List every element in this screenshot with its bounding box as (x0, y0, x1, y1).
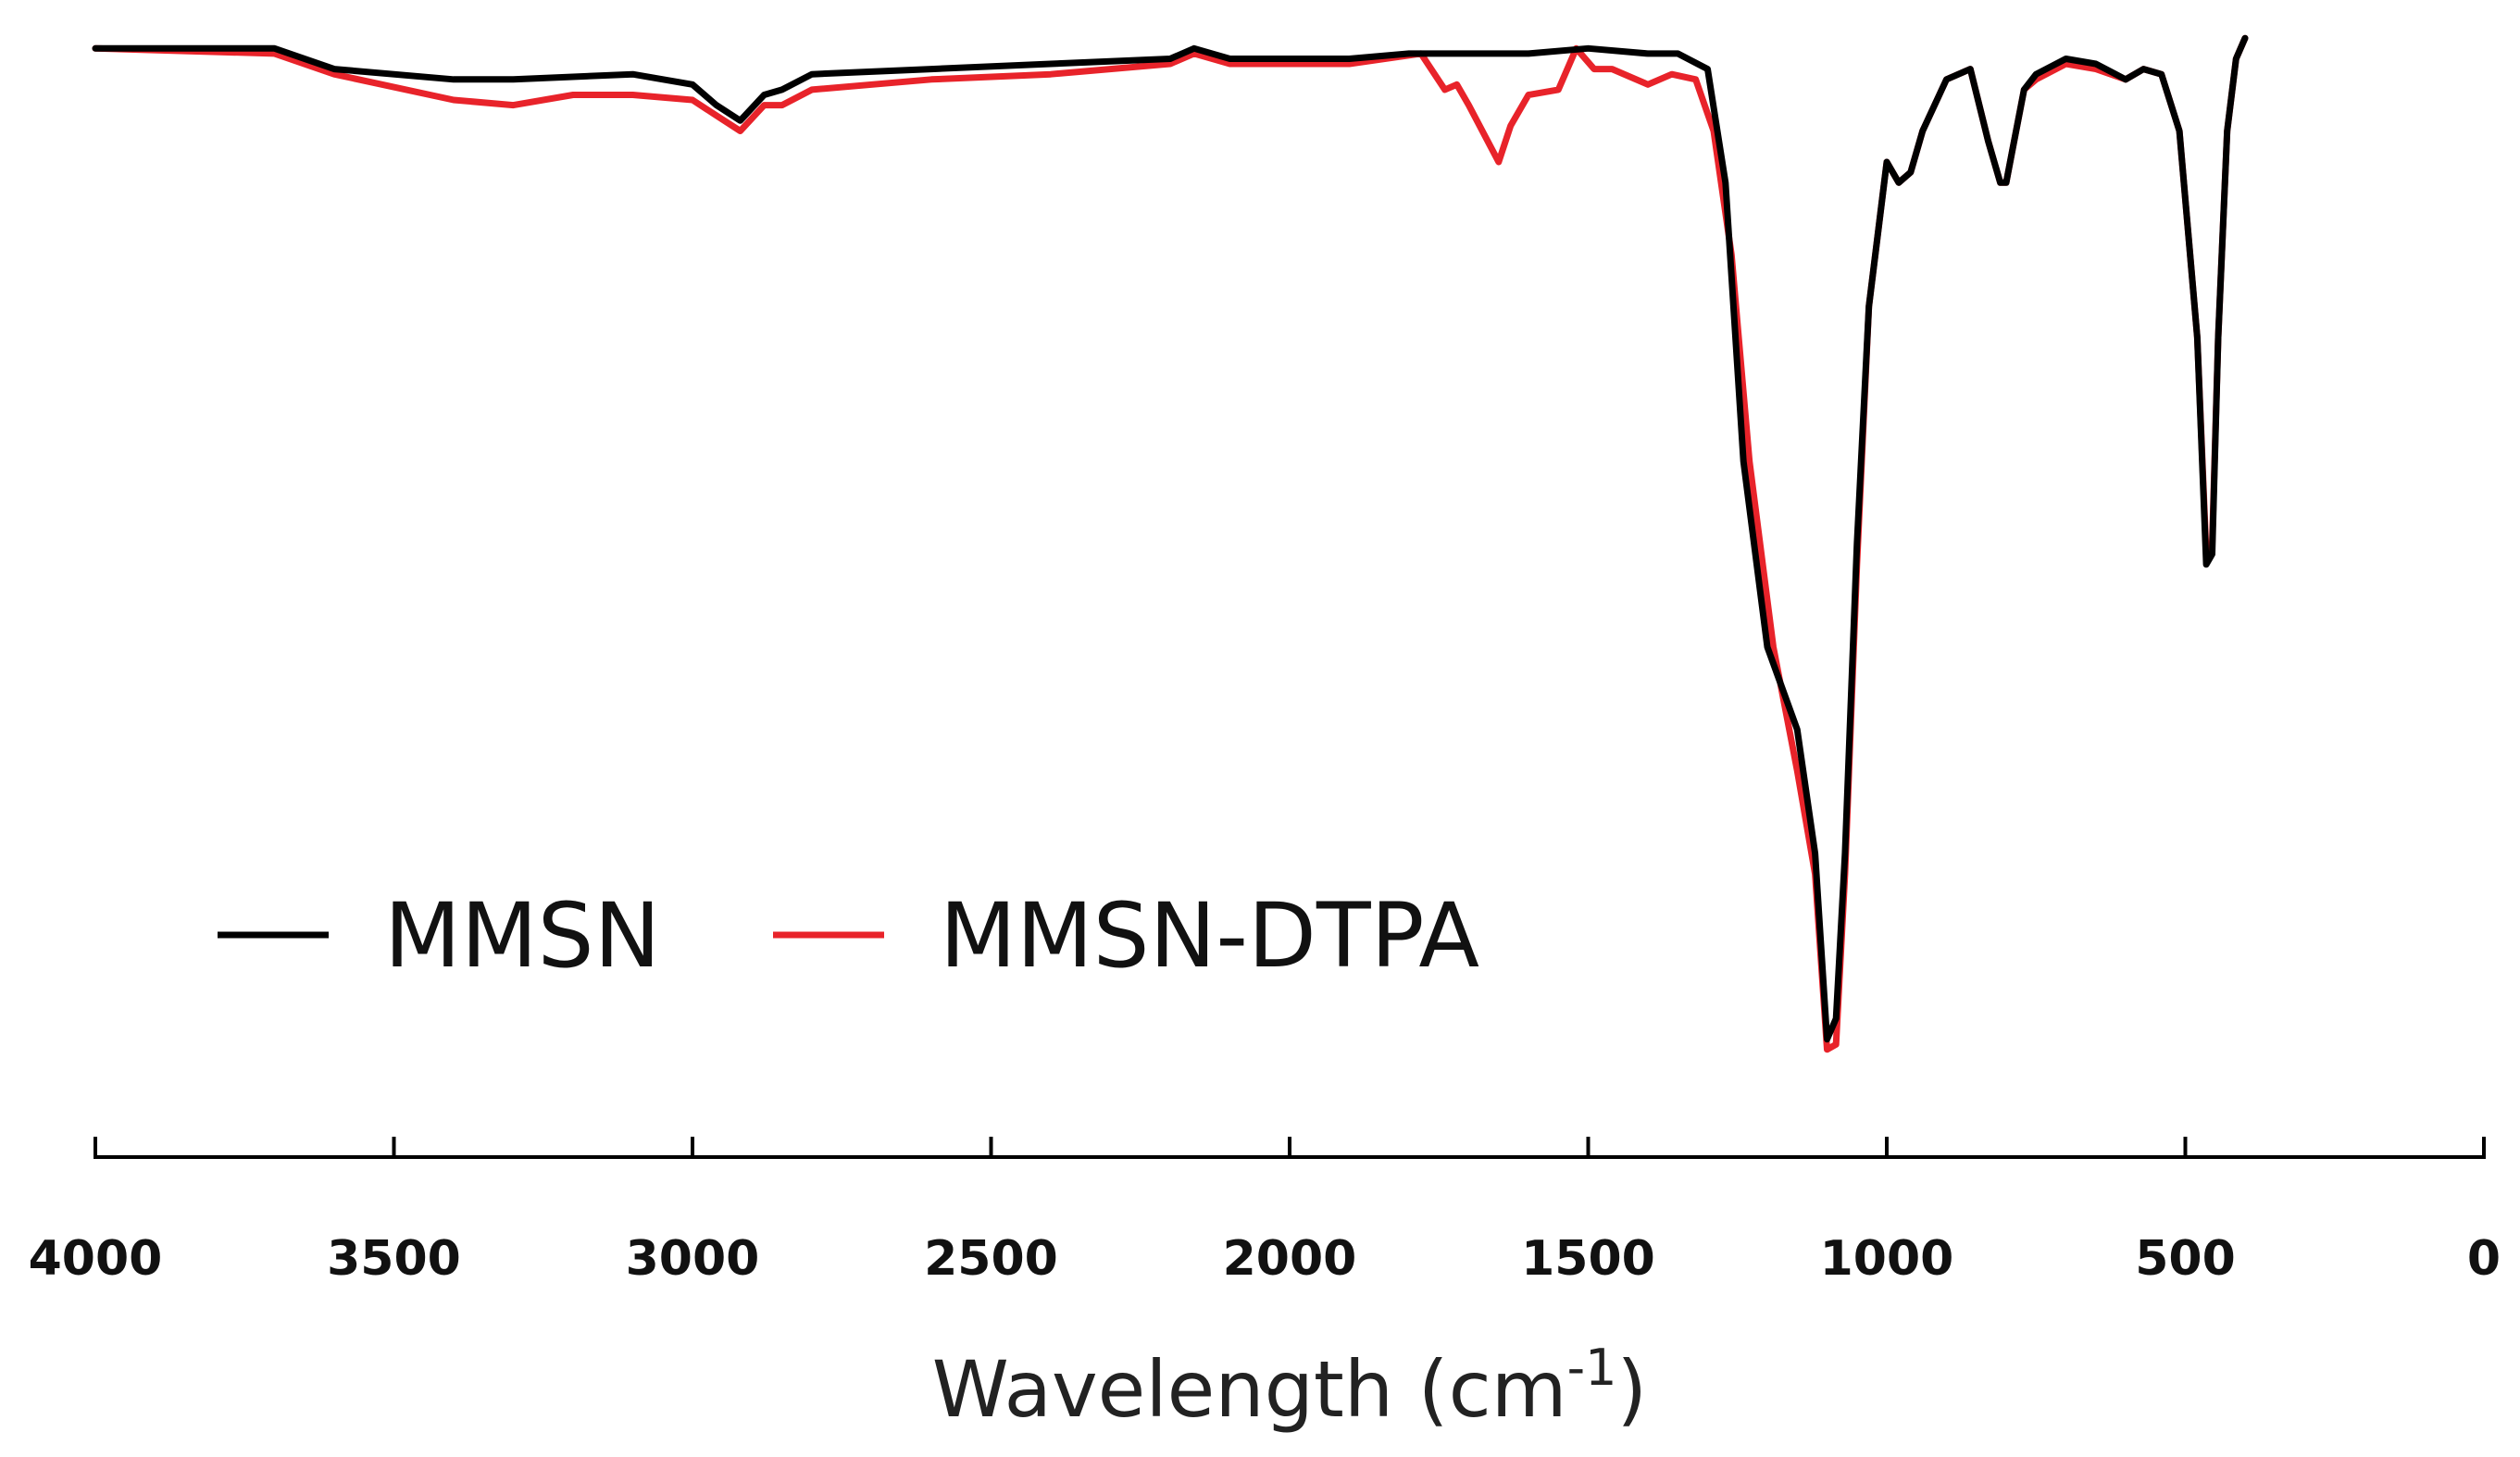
x-axis-title-superscript: -1 (1567, 1339, 1617, 1397)
x-tick-label-3000: 3000 (626, 1231, 760, 1287)
x-axis-title-close: ) (1616, 1344, 1647, 1435)
x-tick-label-3500: 3500 (327, 1231, 461, 1287)
x-tick-label-500: 500 (2135, 1231, 2236, 1287)
x-tick-label-0: 0 (2467, 1231, 2501, 1287)
series-layer (92, 34, 2249, 1053)
x-tick-label-2500: 2500 (924, 1231, 1058, 1287)
x-tick-label-2000: 2000 (1223, 1231, 1357, 1287)
x-tick-label-4000: 4000 (29, 1231, 163, 1287)
series-line-mmsn (92, 34, 2249, 1043)
x-axis-title: Wavelength (cm-1) (932, 1339, 1647, 1435)
x-axis-ticks: 4000 3500 3000 2500 2000 1500 1000 500 0 (29, 1137, 2501, 1287)
legend: MMSN MMSN-DTPA (218, 884, 1479, 988)
x-axis-title-main: Wavelength (cm (932, 1344, 1567, 1435)
x-tick-label-1000: 1000 (1820, 1231, 1954, 1287)
legend-label-mmsn-dtpa: MMSN-DTPA (940, 884, 1479, 988)
legend-label-mmsn: MMSN (384, 884, 660, 988)
x-tick-label-1500: 1500 (1521, 1231, 1655, 1287)
